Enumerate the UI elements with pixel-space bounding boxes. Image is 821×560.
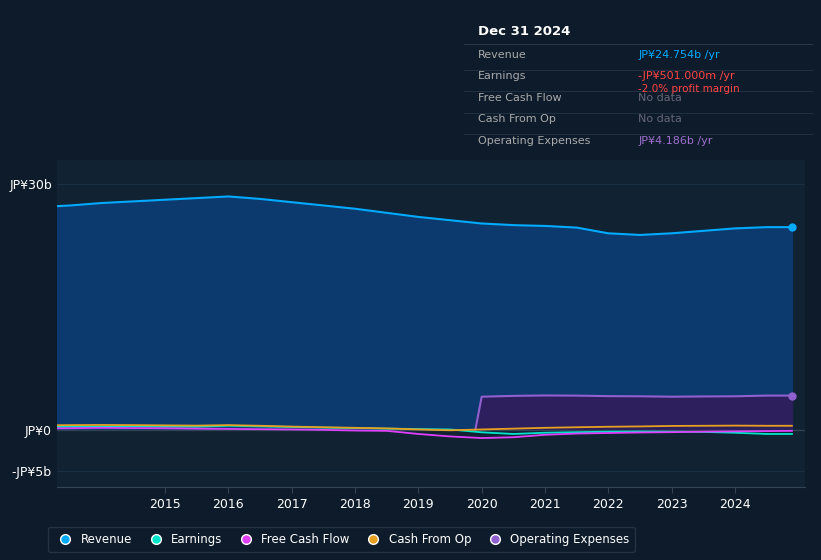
Text: Dec 31 2024: Dec 31 2024 [478,25,571,38]
Text: Revenue: Revenue [478,50,526,60]
Text: Cash From Op: Cash From Op [478,114,556,124]
Text: -JP¥501.000m /yr: -JP¥501.000m /yr [639,71,735,81]
Text: Earnings: Earnings [478,71,526,81]
Text: JP¥24.754b /yr: JP¥24.754b /yr [639,50,720,60]
Text: Operating Expenses: Operating Expenses [478,136,590,146]
Text: Free Cash Flow: Free Cash Flow [478,93,562,103]
Text: -2.0% profit margin: -2.0% profit margin [639,84,740,94]
Text: No data: No data [639,93,682,103]
Text: No data: No data [639,114,682,124]
Legend: Revenue, Earnings, Free Cash Flow, Cash From Op, Operating Expenses: Revenue, Earnings, Free Cash Flow, Cash … [48,527,635,552]
Text: JP¥4.186b /yr: JP¥4.186b /yr [639,136,713,146]
